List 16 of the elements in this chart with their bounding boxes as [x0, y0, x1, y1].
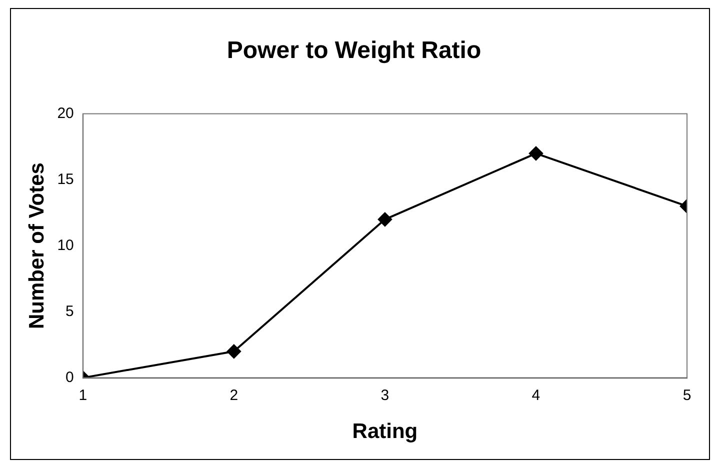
x-tick-label: 4: [532, 386, 540, 404]
y-axis-title: Number of Votes: [25, 162, 48, 330]
y-tick-label: 15: [57, 170, 74, 188]
y-tick-label: 10: [57, 236, 74, 254]
y-tick-label: 5: [66, 302, 74, 320]
chart-title: Power to Weight Ratio: [226, 37, 482, 64]
y-tick-label: 0: [66, 368, 74, 386]
x-tick-label: 5: [682, 386, 692, 404]
x-tick-label: 2: [230, 386, 238, 404]
point: [226, 344, 241, 358]
point: [378, 212, 392, 226]
x-tick-label: 3: [380, 386, 390, 404]
y-tick-label: 20: [57, 104, 74, 122]
point: [528, 146, 543, 160]
x-tick-label: 1: [78, 386, 88, 404]
x-axis-title: Rating: [352, 420, 418, 444]
